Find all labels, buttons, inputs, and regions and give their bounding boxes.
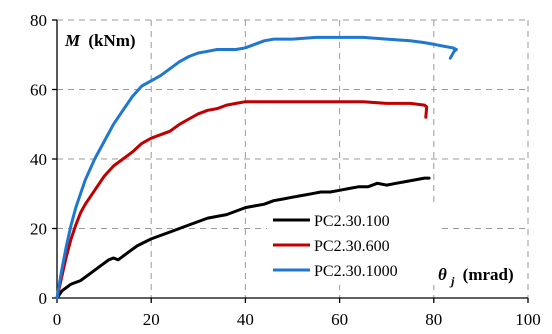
y-tick-label-20: 20: [30, 220, 47, 239]
x-axis-label: θ j (mrad): [438, 265, 514, 289]
x-tick-label-40: 40: [237, 310, 254, 329]
x-axis-unit: (mrad): [463, 265, 514, 284]
legend: PC2.30.100 PC2.30.600 PC2.30.1000: [267, 206, 437, 285]
x-tick-label-20: 20: [143, 310, 160, 329]
y-tick-label-40: 40: [30, 150, 47, 169]
legend-label-PC2.30.600: PC2.30.600: [314, 238, 390, 255]
y-tick-label-80: 80: [30, 11, 47, 30]
tick-labels: 0 20 40 60 80 100 0 20 40 60 80: [30, 11, 541, 329]
series-line-PC2.30.100: [55, 176, 431, 300]
x-tick-label-80: 80: [425, 310, 442, 329]
series-line-PC2.30.600: [55, 100, 429, 300]
x-tick-label-0: 0: [53, 310, 62, 329]
y-axis-symbol: M: [64, 31, 81, 50]
axes: [52, 19, 529, 303]
y-axis-label: M (kNm): [64, 31, 136, 50]
series-line-PC2.30.1000: [55, 35, 458, 300]
legend-label-PC2.30.1000: PC2.30.1000: [314, 263, 398, 280]
series-lines: [55, 35, 458, 300]
y-tick-label-0: 0: [39, 289, 48, 308]
x-tick-label-60: 60: [331, 310, 348, 329]
x-axis-subscript: j: [449, 274, 455, 288]
y-tick-label-60: 60: [30, 81, 47, 100]
x-axis-symbol: θ: [438, 265, 447, 284]
legend-label-PC2.30.100: PC2.30.100: [314, 213, 390, 230]
x-tick-label-100: 100: [515, 310, 541, 329]
y-axis-unit: (kNm): [88, 31, 135, 50]
